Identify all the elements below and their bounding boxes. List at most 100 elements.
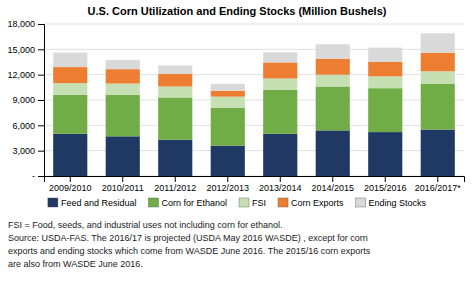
legend: Feed and Residual Corn for Ethanol FSI Corn… [48,198,427,208]
bar-segment [316,44,350,58]
bar-segment [421,71,455,83]
bar-segment [263,52,297,62]
tick: 2010/2011 [102,176,144,193]
series [53,84,455,146]
legend-swatch [356,198,366,207]
tick-mark [38,24,44,25]
tick: 2011/2012 [154,176,196,193]
tick: 15,000 [7,45,44,55]
tick-label: 2016/2017* [415,183,462,193]
bar-segment [368,88,402,132]
axis-domain [45,177,465,183]
bar-segment [211,108,245,146]
tick: 12,000 [7,70,44,80]
footnote: Source: USDA-FAS. The 2016/17 is project… [8,233,368,243]
tick-mark [175,176,176,182]
bar-segment [263,134,297,176]
tick: 9,000 [12,95,44,105]
bar-segment [53,134,87,176]
bar-segment [158,86,192,97]
bar-segment [158,65,192,73]
legend-label: FSI [252,198,266,208]
bar-segment [316,86,350,130]
tick: 18,000 [7,19,44,29]
tick-label: 2012/2013 [206,183,249,193]
tick-mark [385,176,386,182]
legend-item: Ending Stocks [356,198,427,208]
bar-segment [106,69,140,83]
legend-label: Corn for Ethanol [161,198,227,208]
footnotes: FSI = Food, seeds, and industrial uses n… [8,220,371,269]
tick-mark [38,176,44,177]
bar-segment [53,95,87,134]
tick-label: 9,000 [12,95,35,105]
legend-label: Ending Stocks [369,198,427,208]
tick: 6,000 [12,121,44,131]
bar-segment [316,59,350,75]
bar-segment [368,132,402,176]
bar-segment [158,97,192,139]
grid [44,24,464,176]
tick-mark [70,176,71,182]
legend-label: Feed and Residual [61,198,137,208]
bar-segment [158,74,192,87]
tick-mark [280,176,281,182]
bar-segment [421,84,455,130]
series [53,130,455,176]
tick-mark [38,100,44,101]
bar-segment [53,83,87,95]
x-axis: 2009/2010 2010/2011 2011/2012 2012/2013 2013… [45,176,465,193]
tick-label: 2009/2010 [49,183,92,193]
y-axis: -3,0006,0009,00012,00015,00018,000 [7,19,44,181]
axis-domain [38,25,45,177]
legend-item: FSI [239,198,266,208]
bar-segment [263,62,297,78]
bar-segment [421,33,455,52]
tick-label: 2015/2016 [364,183,407,193]
bar-segment [368,62,402,76]
tick-mark [437,176,438,182]
bar-segment [211,84,245,91]
tick: 2012/2013 [206,176,249,193]
tick-mark [227,176,228,182]
tick-mark [38,125,44,126]
plot: -3,0006,0009,00012,00015,00018,0002009/2… [7,19,464,193]
tick: 2013/2014 [259,176,302,193]
tick-label: 6,000 [12,121,35,131]
tick-label: - [32,171,35,181]
bar-segment [106,60,140,69]
bar-segment [263,78,297,89]
bar-segment [53,53,87,67]
legend-item: Corn Exports [278,198,344,208]
title: U.S. Corn Utilization and Ending Stocks … [88,5,387,17]
series [53,33,455,90]
bar-segment [53,67,87,83]
tick-mark [38,75,44,76]
tick: 2009/2010 [49,176,92,193]
legend-item: Feed and Residual [48,198,137,208]
legend-label: Corn Exports [291,198,344,208]
bar-segment [211,91,245,97]
tick-label: 2011/2012 [154,183,196,193]
tick: 2014/2015 [311,176,354,193]
bars [53,33,455,176]
bar-segment [316,130,350,176]
bar-segment [106,136,140,176]
tick-label: 18,000 [7,19,35,29]
tick-label: 15,000 [7,45,35,55]
tick: 2016/2017* [415,176,462,193]
bar-segment [158,140,192,176]
bar-segment [211,146,245,176]
tick: - [32,171,44,181]
footnote: FSI = Food, seeds, and industrial uses n… [8,220,282,230]
bar-segment [421,130,455,176]
tick-mark [38,151,44,152]
bar-segment [421,53,455,72]
bar-segment [106,95,140,136]
tick-label: 2013/2014 [259,183,302,193]
tick-label: 2014/2015 [311,183,354,193]
footnote: are also from WASDE June 2016. [8,259,143,269]
bar-segment [263,90,297,134]
legend-swatch [278,198,288,207]
tick-mark [332,176,333,182]
